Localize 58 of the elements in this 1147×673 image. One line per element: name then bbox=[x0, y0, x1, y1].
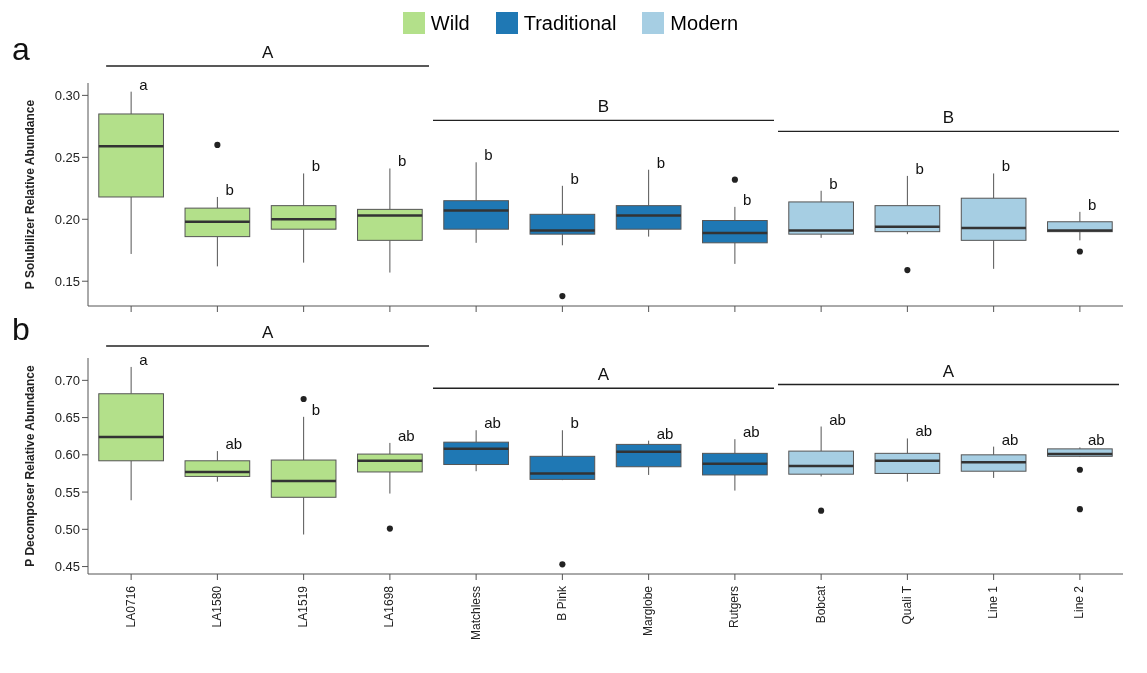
annotation: b bbox=[570, 414, 579, 432]
y-tick-label: 0.30 bbox=[54, 88, 80, 103]
x-tick-label: B Pink bbox=[554, 585, 569, 621]
x-tick-label: Marglobe bbox=[641, 585, 656, 637]
y-axis-title: P Decomposer Relative Abundance bbox=[23, 364, 38, 567]
annotation: ab bbox=[915, 422, 933, 440]
x-tick-label: LA1519 bbox=[296, 585, 311, 628]
y-tick-label: 0.15 bbox=[54, 273, 80, 289]
annotation: ab bbox=[1001, 430, 1019, 448]
x-tick-label: Line 1 bbox=[986, 585, 1001, 619]
x-tick-label: LA0716 bbox=[123, 585, 138, 628]
text: A bbox=[261, 323, 274, 342]
x-tick-label: LA1580 bbox=[209, 585, 224, 628]
y-axis-title: P Solubilizer Relative Abundance bbox=[23, 99, 38, 290]
annotation: b bbox=[656, 153, 665, 171]
annotation: b bbox=[570, 169, 579, 187]
annotation: ab bbox=[484, 414, 501, 432]
annotation: ab bbox=[829, 410, 846, 428]
annotation: b bbox=[311, 157, 320, 175]
x-tick-label: Rutgers bbox=[727, 586, 742, 629]
x-tick-label: LA1698 bbox=[382, 585, 397, 628]
annotation: b bbox=[484, 146, 493, 164]
annotation: ab bbox=[656, 424, 674, 442]
annotation: ab bbox=[1087, 431, 1105, 449]
chart-title: a bbox=[12, 31, 30, 67]
y-tick-label: 0.60 bbox=[54, 447, 80, 463]
x-tick-label: Line 2 bbox=[1072, 585, 1087, 619]
annotation: A bbox=[597, 365, 610, 385]
annotation: ab bbox=[742, 423, 760, 441]
annotation: a bbox=[139, 75, 149, 93]
y-tick-label: 0.55 bbox=[54, 484, 80, 500]
annotation: b bbox=[1087, 195, 1097, 213]
y-tick-label: 0.50 bbox=[54, 521, 80, 537]
annotation: b bbox=[1001, 157, 1010, 175]
annotation: A bbox=[942, 361, 955, 381]
legend-label: Traditional bbox=[523, 11, 617, 35]
x-tick-label: Quali T bbox=[899, 585, 914, 625]
x-tick-label: Matchless bbox=[468, 586, 483, 641]
annotation: B bbox=[942, 108, 955, 128]
y-tick-label: 0.25 bbox=[54, 149, 80, 165]
annotation: a bbox=[139, 350, 149, 368]
annotation: b bbox=[829, 174, 838, 192]
annotation: B bbox=[597, 97, 610, 117]
annotation: b bbox=[397, 152, 407, 170]
annotation: b bbox=[742, 190, 752, 208]
annotation: b bbox=[311, 400, 320, 418]
annotation: ab bbox=[225, 435, 243, 453]
annotation: b bbox=[915, 159, 924, 177]
annotation: b bbox=[225, 180, 234, 198]
legend-label: Wild bbox=[430, 11, 470, 35]
legend-label: Modern bbox=[670, 11, 739, 35]
y-tick-label: 0.45 bbox=[54, 559, 80, 575]
annotation: ab bbox=[397, 426, 415, 444]
text: A bbox=[261, 43, 274, 62]
x-tick-label: Bobcat bbox=[813, 585, 828, 624]
y-tick-label: 0.70 bbox=[54, 372, 80, 388]
y-tick-label: 0.20 bbox=[54, 211, 80, 227]
y-tick-label: 0.65 bbox=[54, 410, 80, 426]
